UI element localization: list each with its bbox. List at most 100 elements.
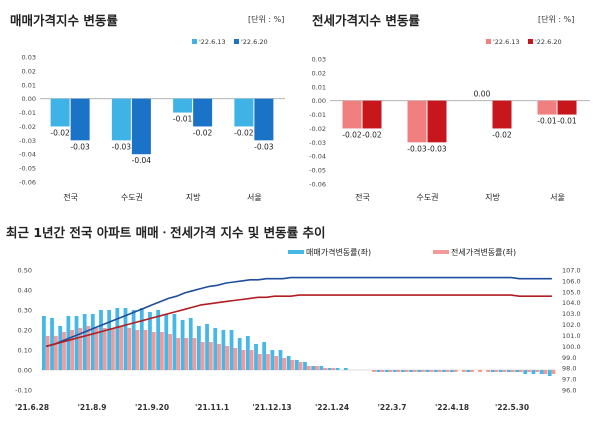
trend-jeonse-index-line — [45, 294, 552, 348]
trend-jeonse-bar — [437, 370, 442, 372]
jeonse-data-label: -0.03 — [407, 144, 427, 153]
sale-legend-swatch-1 — [234, 39, 239, 44]
trend-sale-bar — [156, 310, 161, 370]
trend-jeonse-bar — [102, 328, 107, 370]
trend-left-tick-label: 0.40 — [18, 287, 32, 295]
trend-sale-bar — [490, 370, 495, 372]
trend-sale-bar — [123, 308, 128, 370]
jeonse-data-label: -0.01 — [537, 117, 557, 126]
trend-jeonse-bar — [290, 360, 295, 370]
jeonse-ytick-label: -0.01 — [309, 111, 326, 119]
sale-bar-1 — [193, 98, 213, 127]
jeonse-bar-chart: 0.03 0.02 0.01 0.00 -0.01 -0.02 -0.03 -0.04 -0.0… — [309, 38, 590, 202]
trend-jeonse-bar — [551, 370, 556, 374]
trend-jeonse-bar — [380, 370, 385, 372]
trend-sale-bar — [278, 350, 283, 370]
sale-data-label: -0.03 — [112, 142, 132, 151]
trend-sale-bar — [294, 360, 299, 370]
jeonse-bar-1 — [557, 100, 577, 115]
trend-sale-bar — [515, 370, 519, 372]
trend-jeonse-bar — [184, 338, 189, 370]
trend-sale-bar — [205, 324, 209, 370]
trend-jeonse-bar — [266, 354, 270, 370]
trend-right-tick-label: 103.0 — [562, 310, 581, 318]
trend-chart-title: 최근 1년간 전국 아파트 매매ㆍ전세가격 지수 및 변동률 추이 — [6, 225, 326, 240]
trend-x-tick-label: '21.11.1 — [195, 403, 229, 412]
trend-sale-bar — [180, 320, 185, 370]
trend-jeonse-bar — [429, 370, 434, 372]
trend-sale-bar — [507, 370, 511, 372]
trend-jeonse-bar — [135, 330, 140, 370]
jeonse-legend-label-0: '22.6.13 — [493, 38, 520, 46]
sale-bar-1 — [131, 98, 151, 155]
jeonse-bar-1 — [362, 100, 382, 129]
sale-bar-1 — [70, 98, 90, 141]
sale-ytick-label: 0.01 — [22, 81, 36, 89]
trend-sale-bar — [188, 318, 193, 370]
trend-jeonse-bar — [421, 370, 425, 372]
trend-sale-bar — [164, 314, 169, 370]
sale-legend-label-1: '22.6.20 — [241, 38, 268, 46]
jeonse-ytick-label: -0.02 — [309, 125, 326, 133]
trend-sale-bar — [531, 370, 536, 374]
trend-jeonse-bar — [217, 344, 221, 370]
jeonse-data-label: -0.03 — [427, 144, 447, 153]
sale-ytick-label: -0.04 — [19, 151, 36, 159]
jeonse-data-label: -0.02 — [342, 130, 362, 139]
trend-sale-bar — [400, 370, 405, 372]
trend-jeonse-bar — [225, 346, 230, 370]
trend-jeonse-bar — [86, 326, 91, 370]
jeonse-ytick-label: 0.00 — [312, 97, 326, 105]
trend-jeonse-bar — [168, 334, 172, 370]
jeonse-ytick-label: -0.06 — [309, 181, 326, 189]
trend-sale-bar — [66, 316, 71, 370]
trend-left-tick-label: 0.00 — [18, 367, 32, 375]
trend-jeonse-bar — [445, 370, 450, 372]
trend-jeonse-bar — [535, 370, 540, 372]
trend-sale-bar — [409, 370, 413, 372]
jeonse-data-label: -0.01 — [557, 117, 577, 126]
jeonse-legend-label-1: '22.6.20 — [535, 38, 562, 46]
jeonse-ytick-label: -0.04 — [309, 153, 326, 161]
trend-sale-bar — [131, 310, 136, 370]
jeonse-bar-0 — [537, 100, 557, 115]
trend-right-tick-label: 96.0 — [562, 387, 576, 395]
trend-jeonse-bar — [543, 370, 548, 374]
sale-bar-0 — [234, 98, 254, 127]
trend-jeonse-bar — [282, 358, 287, 370]
trend-sale-bar — [539, 370, 544, 374]
trend-sale-bar — [270, 350, 275, 370]
trend-jeonse-bar — [45, 336, 50, 370]
trend-jeonse-bar — [127, 328, 132, 370]
trend-jeonse-bar — [78, 328, 83, 370]
sale-ytick-label: -0.01 — [19, 109, 36, 117]
trend-sale-bar — [148, 312, 152, 370]
sale-data-label: -0.02 — [50, 128, 70, 137]
jeonse-unit-label: [단위 : %] — [538, 15, 575, 24]
jeonse-data-label: 0.00 — [474, 90, 491, 99]
trend-jeonse-bar — [306, 366, 311, 370]
sale-ytick-label: -0.05 — [19, 165, 36, 173]
trend-x-tick-label: '21.8.9 — [78, 403, 107, 412]
trend-sale-bar — [172, 314, 177, 370]
jeonse-bar-1 — [492, 100, 512, 129]
trend-jeonse-bar — [176, 338, 181, 370]
trend-sale-bar — [343, 368, 348, 370]
trend-sale-bar — [417, 370, 422, 372]
trend-right-tick-label: 98.0 — [562, 365, 576, 373]
trend-sale-bar — [498, 370, 503, 372]
trend-sale-bar — [245, 336, 250, 370]
jeonse-ytick-label: 0.01 — [312, 83, 326, 91]
trend-sale-bar — [42, 316, 46, 370]
trend-sale-bar — [303, 362, 307, 370]
trend-sale-bar — [90, 314, 95, 370]
trend-right-tick-label: 102.0 — [562, 321, 581, 329]
trend-jeonse-bar — [494, 370, 499, 372]
trend-sale-bar — [262, 342, 267, 370]
trend-sale-bar — [433, 370, 438, 372]
trend-sale-bar — [254, 344, 258, 370]
sale-bar-chart: 0.030.020.010.00-0.01-0.02-0.03-0.04-0.0… — [19, 38, 285, 202]
trend-jeonse-bar — [192, 338, 197, 370]
trend-jeonse-bar — [331, 368, 336, 370]
trend-left-tick-label: -0.10 — [15, 387, 32, 395]
